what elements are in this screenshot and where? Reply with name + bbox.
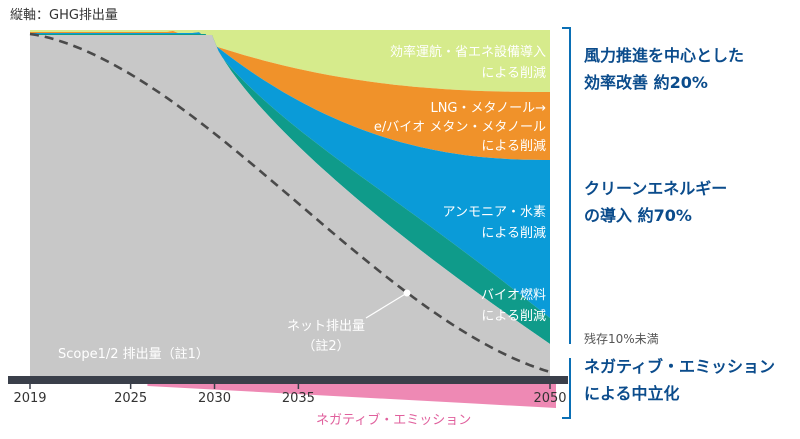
scope12-area bbox=[30, 35, 550, 376]
ammonia-label-line1: アンモニア・水素 bbox=[443, 205, 546, 220]
efficiency-label-line2: による削減 bbox=[481, 65, 546, 81]
lng-label-line3: による削減 bbox=[481, 138, 546, 154]
biofuel-label-line2: による削減 bbox=[481, 308, 546, 324]
lng-methanol-band bbox=[30, 31, 550, 160]
x-tick-label-2019: 2019 bbox=[13, 391, 46, 406]
clean-group-line1: クリーンエネルギー bbox=[584, 179, 727, 198]
ammonia-label-line2: による削減 bbox=[481, 225, 546, 241]
x-axis-bar bbox=[8, 376, 568, 384]
x-tick-label-2025: 2025 bbox=[114, 391, 147, 406]
lng-label-line2: e/バイオ メタン・メタノール bbox=[374, 120, 546, 135]
net-label-line2: （註2） bbox=[302, 339, 349, 354]
ammonia-hydrogen-band bbox=[30, 32, 550, 318]
clean-group-line2: の導入 約70% bbox=[584, 206, 692, 225]
net-label-line1: ネット排出量 bbox=[287, 319, 365, 334]
reduction-bracket bbox=[562, 27, 571, 419]
negative-emission-area bbox=[147, 384, 556, 408]
net-label-marker bbox=[403, 289, 411, 297]
efficiency-label-line1: 効率運航・省エネ設備導入 bbox=[390, 44, 546, 60]
wind-group-line2: 効率改善 約20% bbox=[584, 73, 708, 92]
y-axis-label: 縦軸：GHG排出量 bbox=[10, 8, 118, 23]
efficiency-band bbox=[30, 30, 550, 92]
scope12-label: Scope1/2 排出量（註1） bbox=[58, 347, 209, 362]
neutral-group-line1: ネガティブ・エミッション bbox=[584, 357, 775, 376]
residual-label: 残存10%未満 bbox=[584, 332, 659, 346]
x-axis-ticks: 2019 2025 2030 2035 2050 bbox=[13, 384, 567, 406]
net-emission-line bbox=[29, 32, 551, 374]
x-tick-label-2030: 2030 bbox=[198, 391, 231, 406]
lng-label-line1: LNG・メタノール→ bbox=[430, 101, 546, 116]
net-label-leader bbox=[365, 292, 408, 319]
x-tick-label-2035: 2035 bbox=[282, 391, 315, 406]
negative-emission-label: ネガティブ・エミッション bbox=[316, 412, 471, 428]
x-tick-label-2050: 2050 bbox=[533, 391, 566, 406]
biofuel-label-line1: バイオ燃料 bbox=[481, 287, 546, 303]
wind-group-line1: 風力推進を中心とした bbox=[584, 46, 744, 65]
neutral-group-line2: による中立化 bbox=[584, 384, 680, 403]
